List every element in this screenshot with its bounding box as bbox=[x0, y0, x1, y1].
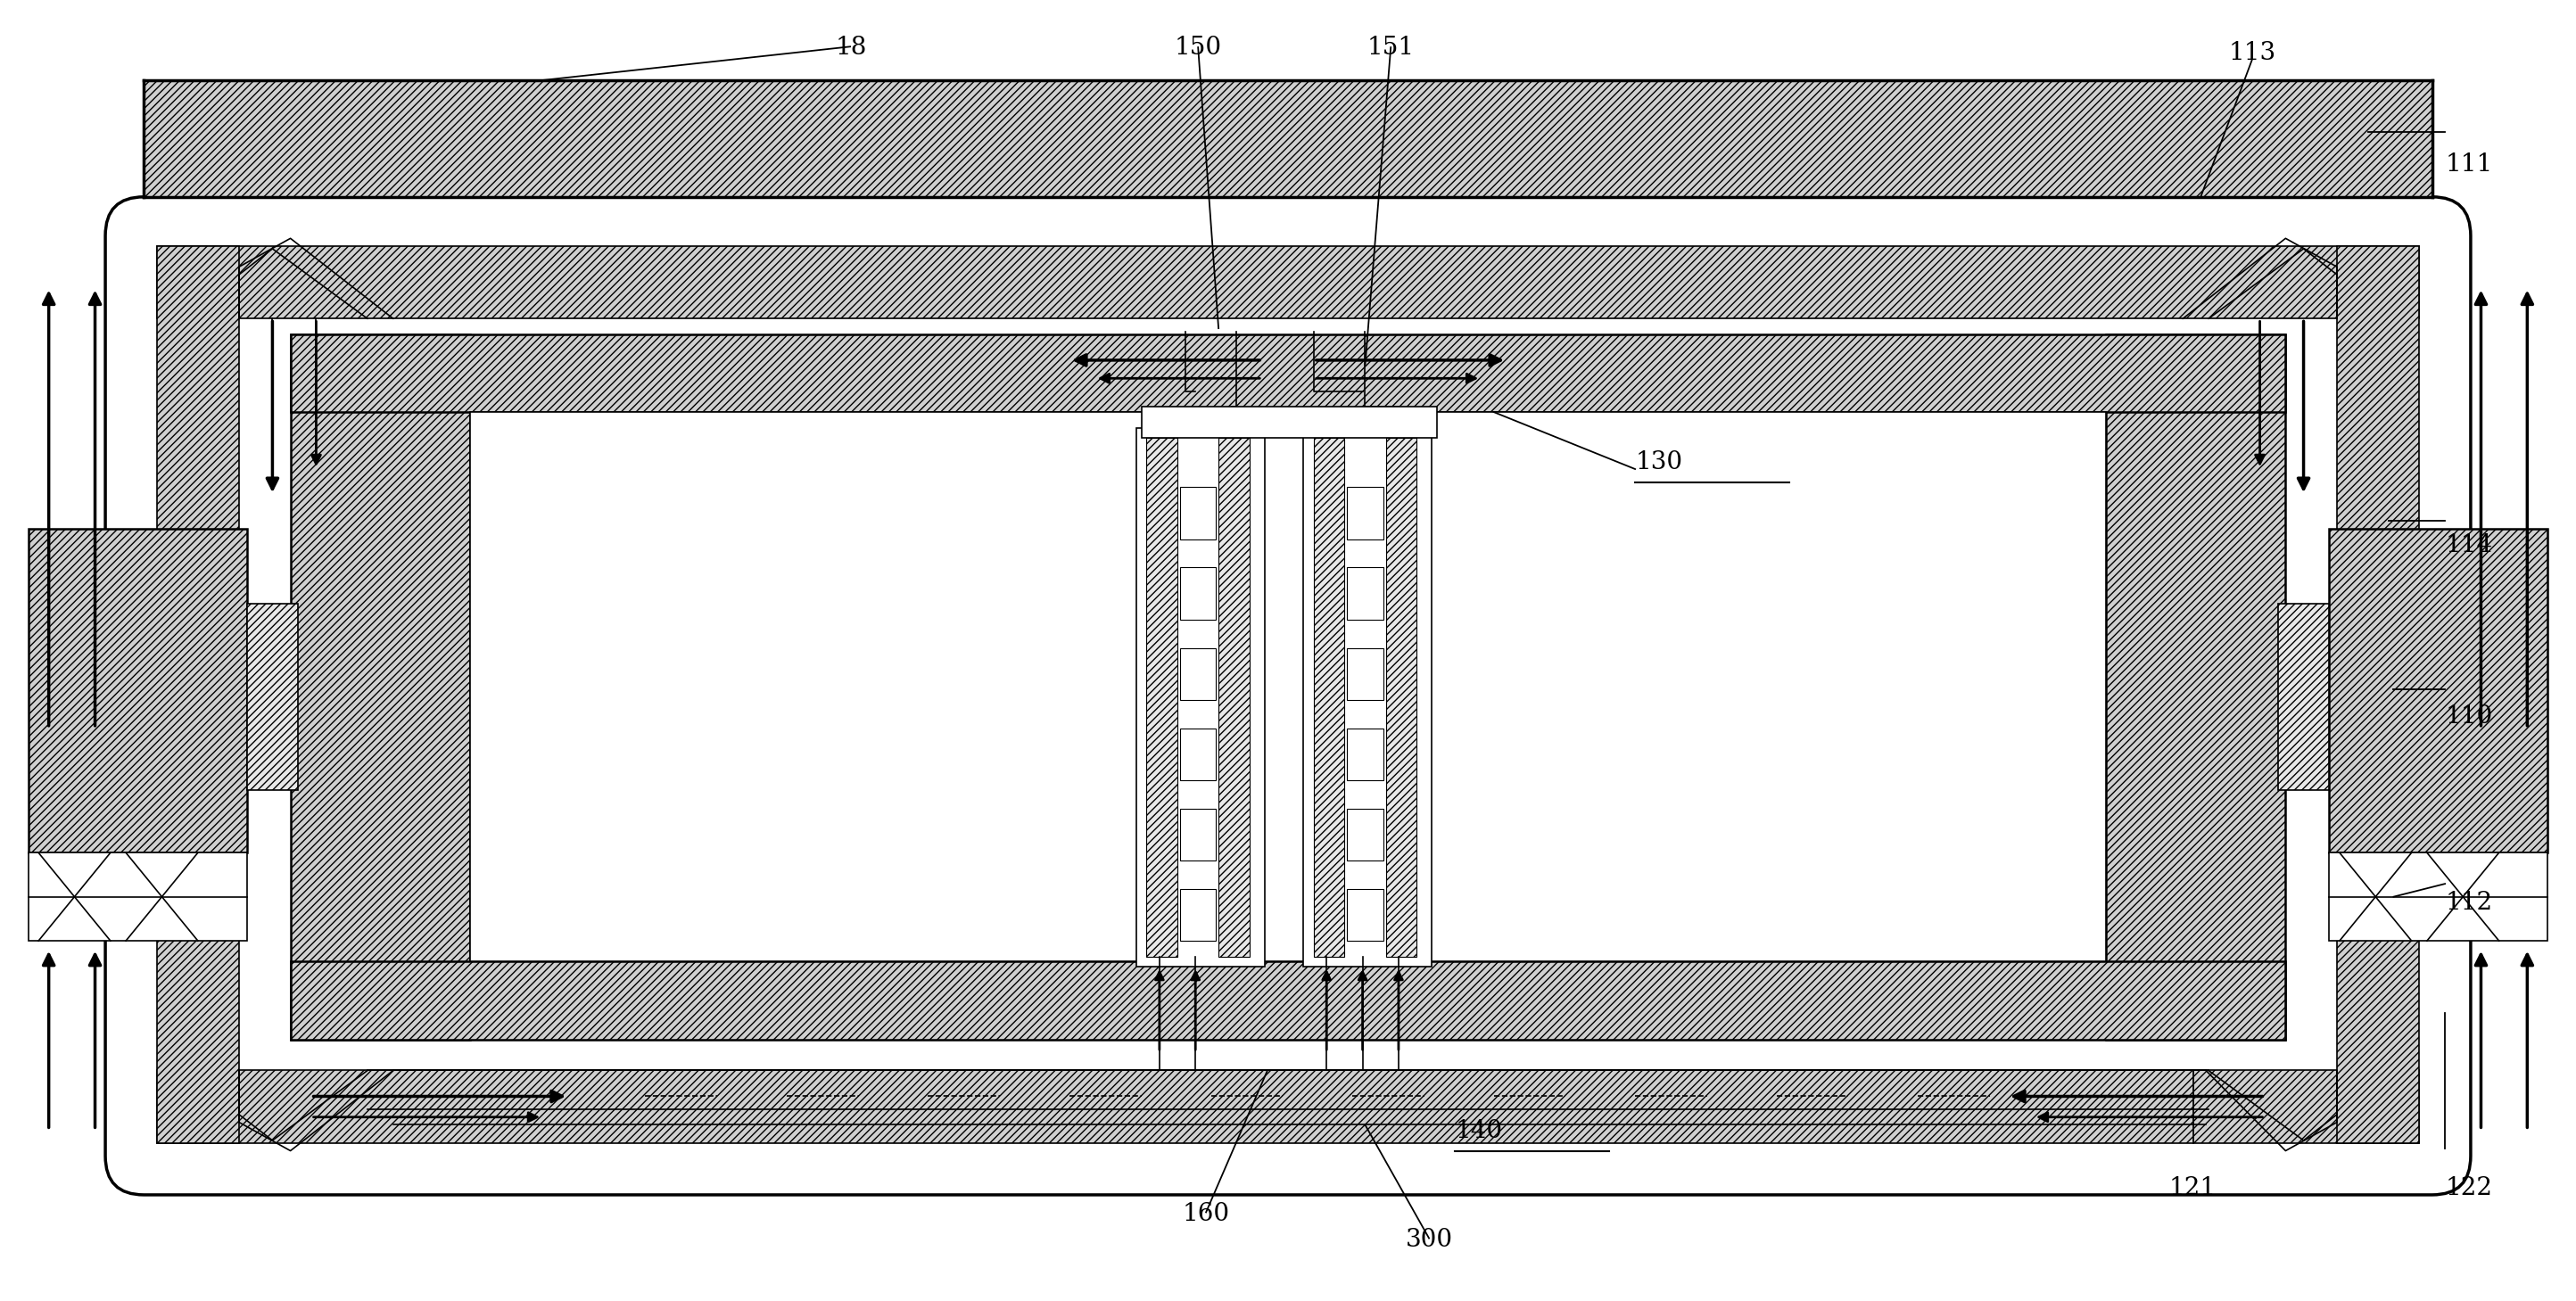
Bar bbox=[247, 604, 299, 791]
Text: 140: 140 bbox=[1455, 1119, 1502, 1144]
Text: 110: 110 bbox=[2445, 704, 2494, 729]
Text: 160: 160 bbox=[1182, 1202, 1229, 1226]
Bar bbox=[28, 852, 247, 941]
Text: 122: 122 bbox=[2445, 1176, 2491, 1201]
Text: 151: 151 bbox=[1368, 35, 1414, 60]
Bar bbox=[2336, 246, 2419, 1144]
Text: 114: 114 bbox=[2445, 533, 2494, 557]
Text: 111: 111 bbox=[2445, 152, 2494, 177]
Bar bbox=[1218, 438, 1249, 956]
Bar bbox=[1146, 438, 1177, 956]
Bar bbox=[1314, 438, 1345, 956]
Bar bbox=[2277, 604, 2329, 791]
Bar bbox=[2105, 334, 2285, 1039]
Bar bbox=[157, 246, 240, 1144]
Bar bbox=[2329, 852, 2548, 941]
Bar bbox=[28, 528, 247, 852]
Bar bbox=[1180, 648, 1216, 700]
Bar bbox=[1347, 729, 1383, 781]
Text: 150: 150 bbox=[1175, 35, 1221, 60]
Bar bbox=[1347, 487, 1383, 539]
Bar bbox=[1136, 428, 1265, 967]
Bar bbox=[1180, 809, 1216, 860]
Bar bbox=[157, 246, 2419, 319]
Bar bbox=[1347, 809, 1383, 860]
Bar bbox=[291, 961, 2285, 1039]
Bar bbox=[1180, 889, 1216, 941]
Bar bbox=[1347, 889, 1383, 941]
Bar bbox=[1180, 729, 1216, 781]
Bar bbox=[144, 81, 2432, 196]
Text: 121: 121 bbox=[2169, 1176, 2218, 1201]
Bar bbox=[157, 1071, 2419, 1144]
Text: 18: 18 bbox=[835, 35, 866, 60]
Text: 112: 112 bbox=[2445, 891, 2494, 915]
Bar bbox=[1180, 487, 1216, 539]
Bar bbox=[2329, 528, 2548, 852]
Bar bbox=[1347, 567, 1383, 619]
Text: 113: 113 bbox=[2228, 40, 2275, 65]
Bar bbox=[291, 334, 471, 1039]
Bar bbox=[1141, 407, 1437, 438]
Text: 300: 300 bbox=[1406, 1228, 1453, 1252]
Bar bbox=[1386, 438, 1417, 956]
Bar bbox=[1180, 567, 1216, 619]
Bar bbox=[471, 412, 2105, 961]
Bar bbox=[291, 334, 2285, 412]
Bar bbox=[1347, 648, 1383, 700]
Bar bbox=[1303, 428, 1432, 967]
Text: 130: 130 bbox=[1636, 450, 1682, 475]
FancyBboxPatch shape bbox=[106, 196, 2470, 1194]
